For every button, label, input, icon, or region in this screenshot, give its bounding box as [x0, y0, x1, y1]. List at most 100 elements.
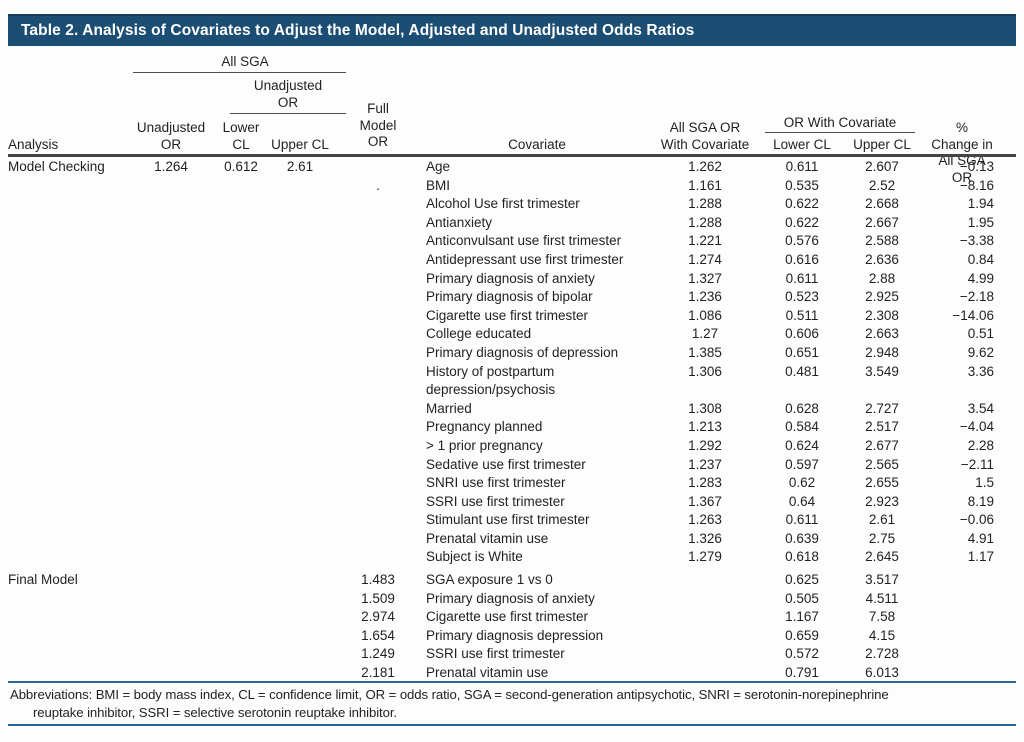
cell-all-sga-or: 1.279: [688, 549, 722, 565]
cell-cov-upper-cl: 7.58: [868, 609, 896, 625]
cell-cov-upper-cl: 2.88: [868, 270, 896, 286]
rule-or-with-covariate-group: [765, 132, 915, 133]
col-analysis: Analysis: [8, 137, 59, 152]
table-row: Cigarette use first trimester 1.086 0.51…: [8, 307, 1008, 326]
table-row: Pregnancy planned 1.213 0.584 2.517 −4.0…: [8, 418, 1008, 437]
cell-full-model-or: 1.509: [361, 590, 395, 606]
col-group-unadjusted-or: Unadjusted OR: [253, 78, 323, 110]
cell-cov-lower-cl: 0.651: [785, 344, 819, 360]
table-row: 1.509 Primary diagnosis of anxiety 0.505…: [8, 590, 1008, 609]
table-footnote: Abbreviations: BMI = body mass index, CL…: [10, 686, 1010, 721]
table-row: Primary diagnosis of bipolar 1.236 0.523…: [8, 288, 1008, 307]
cell-cov-lower-cl: 0.611: [785, 159, 819, 174]
cell-pct-change: 1.17: [967, 549, 994, 565]
cell-cov-upper-cl: 2.948: [865, 344, 899, 360]
rule-footnote-top: [8, 681, 1016, 683]
cell-full-model-or: 2.974: [361, 609, 395, 625]
cell-upper-cl: 2.61: [286, 159, 314, 174]
cell-all-sga-or: 1.288: [688, 196, 722, 212]
table-row: Sedative use first trimester 1.237 0.597…: [8, 456, 1008, 475]
cell-unadjusted-or: 1.264: [154, 159, 188, 174]
cell-pct-change: −4.04: [959, 419, 994, 435]
cell-all-sga-or: 1.236: [688, 289, 722, 305]
cell-cov-upper-cl: 2.636: [865, 251, 899, 267]
rule-header-bottom: [8, 154, 1016, 157]
cell-cov-lower-cl: 0.622: [785, 196, 819, 212]
cell-cov-lower-cl: 0.64: [788, 493, 816, 509]
cell-analysis: Final Model: [8, 572, 78, 588]
cell-cov-lower-cl: 0.791: [785, 665, 819, 681]
cell-covariate: Anticonvulsant use first trimester: [426, 233, 622, 249]
cell-covariate: BMI: [426, 177, 451, 193]
cell-pct-change: 8.19: [967, 493, 994, 509]
col-lower-cl: Lower CL: [222, 120, 260, 152]
table-body: Model Checking 1.264 0.612 2.61 Age 1.26…: [8, 158, 1008, 683]
cell-full-model-or: 1.654: [361, 627, 395, 643]
cell-cov-upper-cl: 2.663: [865, 326, 899, 342]
cell-cov-lower-cl: 0.616: [785, 251, 819, 267]
cell-cov-lower-cl: 0.523: [785, 289, 819, 305]
cell-pct-change: 2.28: [967, 437, 994, 453]
cell-cov-upper-cl: 2.565: [865, 456, 899, 472]
cell-pct-change: −0.06: [959, 512, 994, 528]
cell-cov-upper-cl: 6.013: [865, 665, 899, 681]
cell-covariate: Primary diagnosis of anxiety: [426, 270, 595, 286]
cell-pct-change: 0.84: [967, 251, 994, 267]
cell-cov-lower-cl: 0.511: [785, 307, 819, 323]
table-row: Anticonvulsant use first trimester 1.221…: [8, 232, 1008, 251]
cell-cov-upper-cl: 3.549: [865, 363, 899, 379]
cell-cov-upper-cl: 2.923: [865, 493, 899, 509]
cell-covariate: Pregnancy planned: [426, 419, 543, 435]
table-row: SSRI use first trimester 1.367 0.64 2.92…: [8, 493, 1008, 512]
table-section: Model Checking 1.264 0.612 2.61 Age 1.26…: [8, 158, 1008, 567]
cell-analysis: Model Checking: [8, 159, 105, 174]
table-row: History of postpartum depression/psychos…: [8, 363, 1008, 400]
cell-pct-change: 4.91: [967, 530, 994, 546]
cell-cov-lower-cl: 0.576: [785, 233, 819, 249]
cell-all-sga-or: 1.262: [688, 159, 722, 174]
cell-covariate: > 1 prior pregnancy: [426, 437, 543, 453]
cell-cov-lower-cl: 0.481: [785, 363, 819, 379]
cell-all-sga-or: 1.306: [688, 363, 722, 379]
cell-covariate: Prenatal vitamin use: [426, 530, 549, 546]
cell-cov-upper-cl: 2.517: [865, 419, 899, 435]
cell-pct-change: −14.06: [952, 307, 994, 323]
cell-pct-change: −2.11: [960, 456, 994, 472]
table-row: Alcohol Use first trimester 1.288 0.622 …: [8, 195, 1008, 214]
footnote-line: Abbreviations: BMI = body mass index, CL…: [10, 687, 889, 702]
cell-cov-lower-cl: 0.505: [785, 590, 819, 606]
cell-all-sga-or: 1.274: [688, 251, 722, 267]
cell-covariate: Subject is White: [426, 549, 523, 565]
cell-cov-lower-cl: 0.597: [785, 456, 819, 472]
cell-covariate: Sedative use first trimester: [426, 456, 586, 472]
rule-unadjusted-or-group: [230, 113, 346, 114]
cell-pct-change: 4.99: [967, 270, 994, 286]
table-row: 2.974 Cigarette use first trimester 1.16…: [8, 608, 1008, 627]
cell-cov-upper-cl: 2.667: [865, 214, 899, 230]
cell-covariate: Stimulant use first trimester: [426, 512, 590, 528]
cell-pct-change: −2.18: [959, 289, 994, 305]
cell-pct-change: 1.5: [975, 475, 994, 491]
cell-cov-upper-cl: 2.668: [865, 196, 899, 212]
cell-cov-lower-cl: 0.584: [785, 419, 819, 435]
table-row: Model Checking 1.264 0.612 2.61 Age 1.26…: [8, 158, 1008, 177]
col-group-or-with-covariate: OR With Covariate: [783, 115, 897, 130]
cell-covariate: Primary diagnosis depression: [426, 627, 604, 643]
cell-pct-change: 1.95: [967, 214, 994, 230]
cell-full-model-or: 1.249: [361, 646, 395, 662]
table-row: > 1 prior pregnancy 1.292 0.624 2.677 2.…: [8, 437, 1008, 456]
cell-cov-upper-cl: 4.511: [865, 590, 899, 606]
cell-pct-change: −3.38: [959, 233, 994, 249]
cell-covariate: Cigarette use first trimester: [426, 307, 589, 323]
col-cov-upper-cl: Upper CL: [853, 137, 911, 152]
cell-cov-lower-cl: 0.618: [785, 549, 819, 565]
cell-cov-lower-cl: 0.624: [785, 437, 819, 453]
cell-cov-lower-cl: 0.611: [785, 270, 819, 286]
table-row: SNRI use first trimester 1.283 0.62 2.65…: [8, 474, 1008, 493]
table-row: 2.181 Prenatal vitamin use 0.791 6.013: [8, 664, 1008, 683]
cell-cov-upper-cl: 2.61: [868, 512, 896, 528]
table-section: Final Model 1.483 SGA exposure 1 vs 0 0.…: [8, 571, 1008, 683]
cell-cov-upper-cl: 2.925: [865, 289, 899, 305]
col-full-model-or: Full Model OR: [359, 101, 397, 149]
